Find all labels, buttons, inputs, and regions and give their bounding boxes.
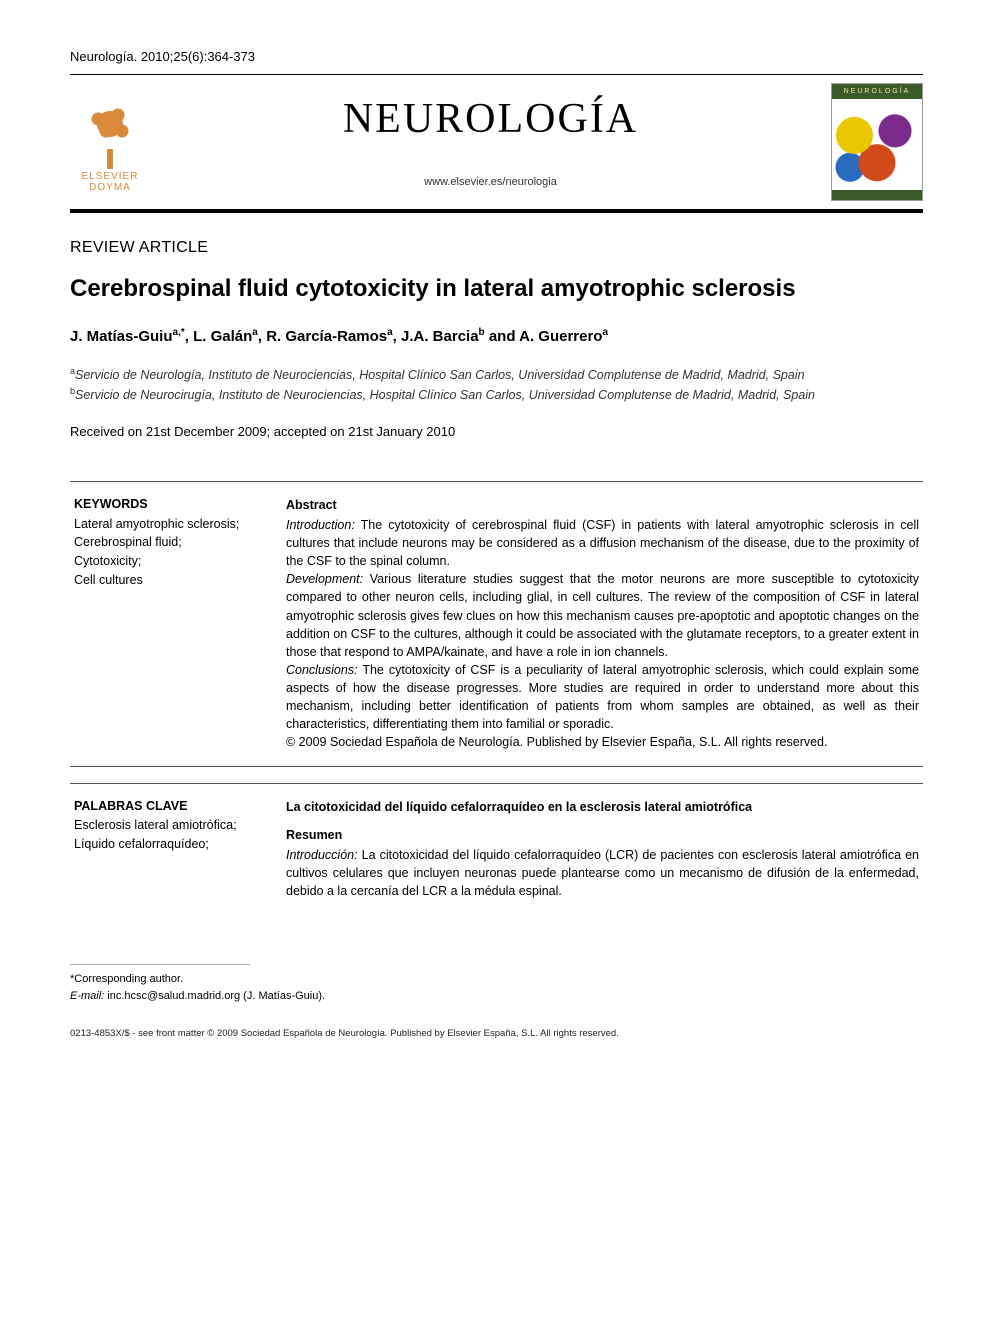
palabras-column: PALABRAS CLAVE Esclerosis lateral amiotr… xyxy=(74,798,254,901)
journal-cover-thumbnail: NEUROLOGÍA xyxy=(831,83,923,201)
abstract-development: Development: Various literature studies … xyxy=(286,570,919,661)
author: L. Galán xyxy=(193,328,252,345)
author: J. Matías-Guiu xyxy=(70,328,173,345)
palabras-list: Esclerosis lateral amiotrófica; Líquido … xyxy=(74,816,254,854)
resumen-section-text: La citotoxicidad del líquido cefalorraqu… xyxy=(286,848,919,898)
resumen-title: La citotoxicidad del líquido cefalorraqu… xyxy=(286,798,919,816)
corresponding-email-line: E-mail: inc.hcsc@salud.madrid.org (J. Ma… xyxy=(70,988,923,1005)
keywords-column: KEYWORDS Lateral amyotrophic sclerosis; … xyxy=(74,496,254,752)
abstract-copyright: © 2009 Sociedad Española de Neurología. … xyxy=(286,733,919,751)
abstract-section-label: Conclusions: xyxy=(286,663,358,677)
resumen-intro: Introducción: La citotoxicidad del líqui… xyxy=(286,846,919,900)
cover-thumb-footer xyxy=(832,190,922,200)
email-value: inc.hcsc@salud.madrid.org (J. Matías-Gui… xyxy=(104,990,325,1002)
publisher-logo: ELSEVIER DOYMA xyxy=(70,83,150,193)
journal-title: NEUROLOGÍA xyxy=(162,91,819,148)
top-rule xyxy=(70,74,923,75)
abstract-section-text: The cytotoxicity of cerebrospinal fluid … xyxy=(286,518,919,568)
abstract-section-label: Development: xyxy=(286,572,363,586)
author-sup: a,* xyxy=(173,327,185,338)
journal-header: ELSEVIER DOYMA NEUROLOGÍA www.elsevier.e… xyxy=(70,83,923,201)
author: R. García-Ramos xyxy=(266,328,387,345)
email-label: E-mail: xyxy=(70,990,104,1002)
abstract-section-text: The cytotoxicity of CSF is a peculiarity… xyxy=(286,663,919,731)
article-title: Cerebrospinal fluid cytotoxicity in late… xyxy=(70,274,923,304)
publisher-name: ELSEVIER DOYMA xyxy=(82,171,139,193)
cover-thumb-art xyxy=(832,99,922,190)
corresponding-author-note: *Corresponding author. xyxy=(70,971,923,988)
abstract-box-es: PALABRAS CLAVE Esclerosis lateral amiotr… xyxy=(70,783,923,905)
affiliation: aServicio de Neurología, Instituto de Ne… xyxy=(70,365,923,385)
abstract-column: Abstract Introduction: The cytotoxicity … xyxy=(286,496,919,752)
article-type: REVIEW ARTICLE xyxy=(70,237,923,259)
palabras-heading: PALABRAS CLAVE xyxy=(74,798,254,815)
page: Neurología. 2010;25(6):364-373 ELSEVIER … xyxy=(0,0,993,1081)
affiliation-text: Servicio de Neurología, Instituto de Neu… xyxy=(75,369,805,383)
resumen-section-label: Introducción: xyxy=(286,848,358,862)
affiliations: aServicio de Neurología, Instituto de Ne… xyxy=(70,365,923,405)
abstract-conclusions: Conclusions: The cytotoxicity of CSF is … xyxy=(286,661,919,734)
elsevier-tree-icon xyxy=(80,99,140,169)
author: A. Guerrero xyxy=(519,328,602,345)
author-sup: b xyxy=(479,327,485,338)
author-sup: a xyxy=(252,327,258,338)
abstract-heading: Abstract xyxy=(286,496,919,514)
footnote-rule xyxy=(70,964,250,965)
affiliation-text: Servicio de Neurocirugía, Instituto de N… xyxy=(75,388,815,402)
abstract-section-label: Introduction: xyxy=(286,518,355,532)
affiliation: bServicio de Neurocirugía, Instituto de … xyxy=(70,385,923,405)
resumen-heading: Resumen xyxy=(286,826,919,844)
abstract-section-text: Various literature studies suggest that … xyxy=(286,572,919,659)
resumen-column: La citotoxicidad del líquido cefalorraqu… xyxy=(286,798,919,901)
cover-thumb-title: NEUROLOGÍA xyxy=(832,84,922,99)
authors-line: J. Matías-Guiua,*, L. Galána, R. García-… xyxy=(70,326,923,347)
author-sup: a xyxy=(387,327,393,338)
footnotes: *Corresponding author. E-mail: inc.hcsc@… xyxy=(70,971,923,1004)
article-dates: Received on 21st December 2009; accepted… xyxy=(70,423,923,441)
keywords-heading: KEYWORDS xyxy=(74,496,254,513)
publisher-name-2: DOYMA xyxy=(89,182,131,193)
keywords-list: Lateral amyotrophic sclerosis; Cerebrosp… xyxy=(74,515,254,590)
abstract-intro: Introduction: The cytotoxicity of cerebr… xyxy=(286,516,919,570)
author: J.A. Barcia xyxy=(401,328,479,345)
journal-title-block: NEUROLOGÍA www.elsevier.es/neurologia xyxy=(162,83,819,191)
citation-line: Neurología. 2010;25(6):364-373 xyxy=(70,48,923,66)
journal-url: www.elsevier.es/neurologia xyxy=(162,175,819,190)
publisher-name-1: ELSEVIER xyxy=(82,171,139,182)
header-thick-rule xyxy=(70,209,923,213)
author-sup: a xyxy=(602,327,608,338)
abstract-box-en: KEYWORDS Lateral amyotrophic sclerosis; … xyxy=(70,481,923,767)
page-copyright: 0213-4853X/$ - see front matter © 2009 S… xyxy=(70,1028,923,1041)
